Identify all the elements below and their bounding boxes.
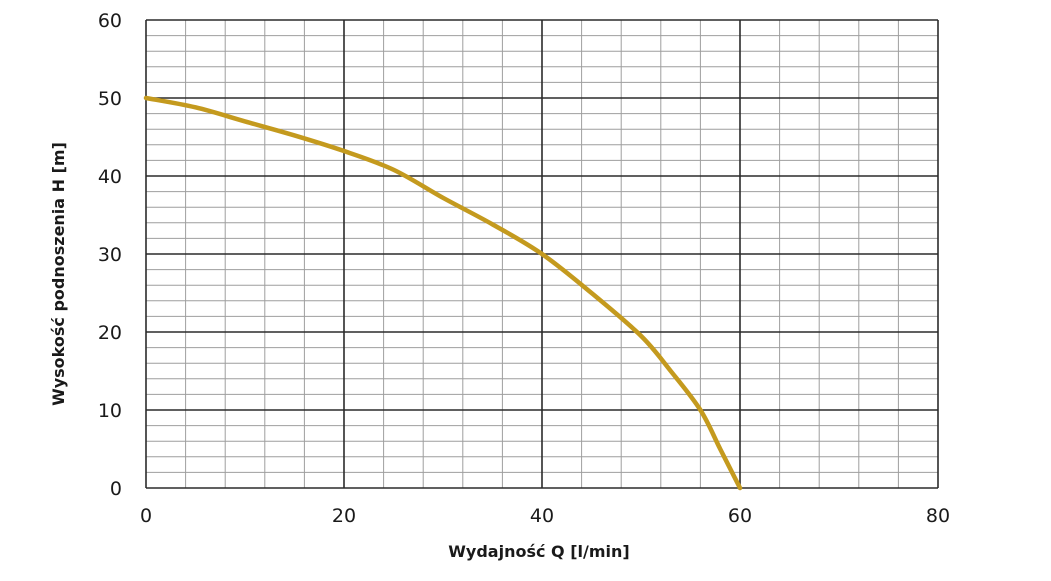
x-tick-label: 0: [140, 505, 152, 527]
y-tick-label: 40: [98, 166, 122, 188]
major-grid: [145, 19, 939, 489]
y-tick-label: 30: [98, 244, 122, 266]
x-axis-title: Wydajność Q [l/min]: [448, 542, 629, 561]
y-tick-label: 10: [98, 400, 122, 422]
x-tick-label: 80: [926, 505, 950, 527]
x-tick-label: 20: [332, 505, 356, 527]
y-tick-label: 0: [110, 478, 122, 500]
y-tick-label: 20: [98, 322, 122, 344]
series-layer: [143, 95, 743, 491]
y-tick-label: 50: [98, 88, 122, 110]
x-tick-label: 40: [530, 505, 554, 527]
pump-curve-line: [143, 95, 743, 491]
x-tick-label: 60: [728, 505, 752, 527]
y-axis-title: Wysokość podnoszenia H [m]: [49, 142, 68, 406]
x-axis-ticks: 0 20 40 60 80: [140, 505, 950, 527]
y-tick-label: 60: [98, 10, 122, 32]
y-axis-ticks: 0 10 20 30 40 50 60: [98, 10, 122, 500]
